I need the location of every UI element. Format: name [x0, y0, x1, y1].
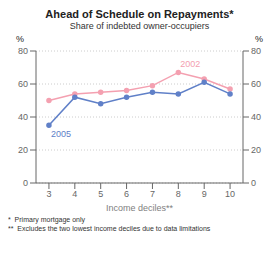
svg-text:2005: 2005 [51, 129, 71, 139]
svg-text:80: 80 [251, 46, 261, 56]
html-text:** Excludes the two lowest inc: ** Excludes the two lowest income decile… [8, 225, 211, 232]
svg-text:10: 10 [225, 189, 235, 199]
svg-text:Income deciles**: Income deciles** [106, 203, 174, 213]
svg-text:6: 6 [124, 189, 129, 199]
svg-text:40: 40 [18, 112, 28, 122]
html-text:Ahead of Schedule on Repayment: Ahead of Schedule on Repayments* [45, 8, 234, 20]
svg-text:5: 5 [98, 189, 103, 199]
svg-text:60: 60 [18, 79, 28, 89]
svg-text:0: 0 [23, 178, 28, 188]
svg-text:8: 8 [176, 189, 181, 199]
svg-text:20: 20 [18, 145, 28, 155]
svg-text:3: 3 [46, 189, 51, 199]
svg-text:40: 40 [251, 112, 261, 122]
svg-text:9: 9 [202, 189, 207, 199]
svg-text:2002: 2002 [180, 59, 200, 69]
svg-text:4: 4 [72, 189, 77, 199]
svg-text:7: 7 [150, 189, 155, 199]
html-text:Share of indebted owner-occupi: Share of indebted owner-occupiers [69, 21, 210, 31]
html-text:* Primary mortgage only: * Primary mortgage only [8, 216, 85, 223]
svg-text:20: 20 [251, 145, 261, 155]
svg-text:60: 60 [251, 79, 261, 89]
svg-text:0: 0 [251, 178, 256, 188]
svg-text:80: 80 [18, 46, 28, 56]
